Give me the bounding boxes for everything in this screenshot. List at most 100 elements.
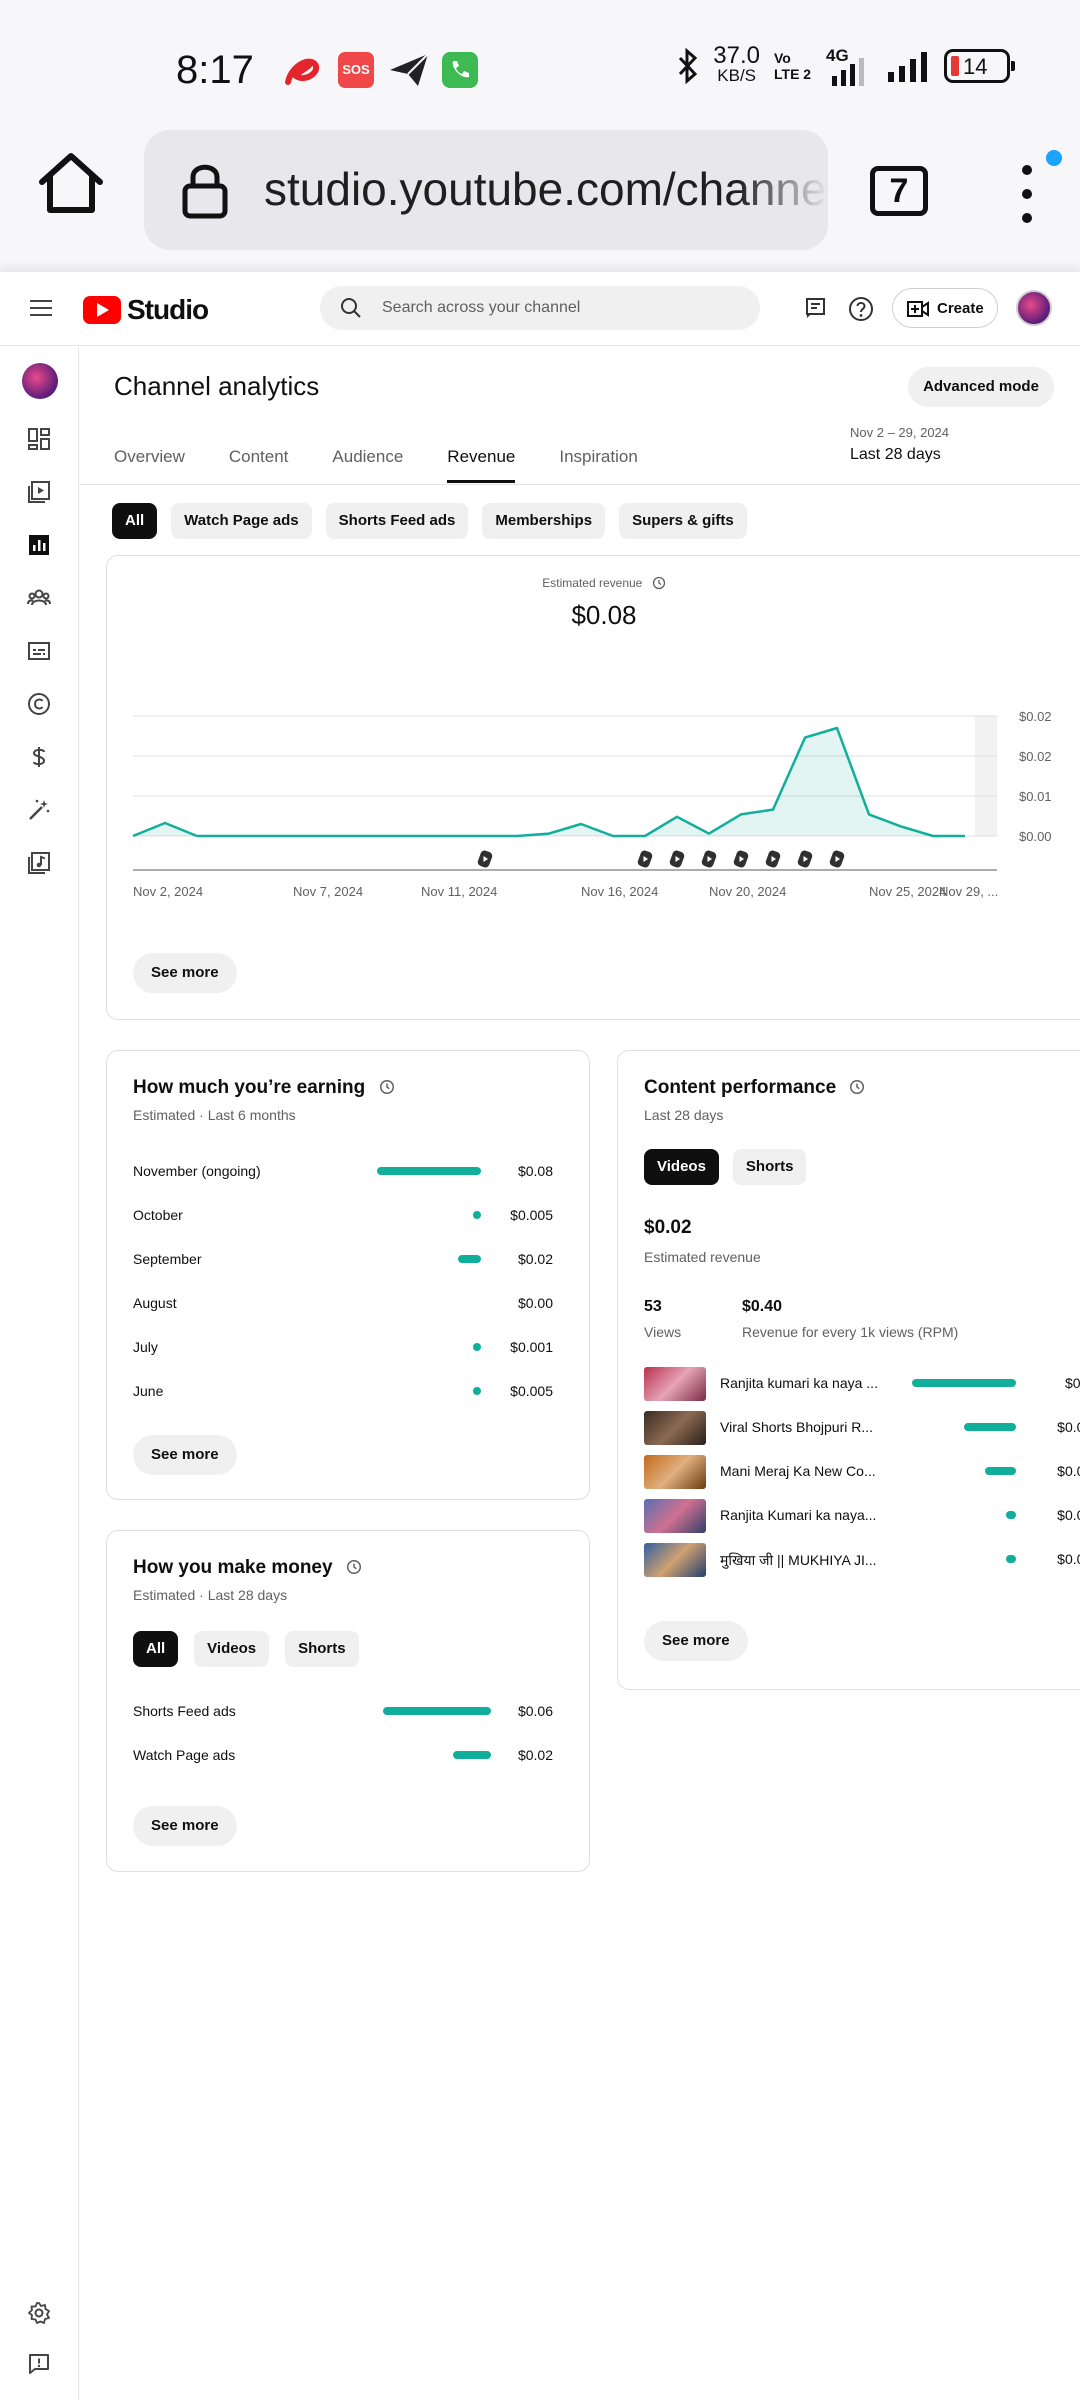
video-thumbnail[interactable]: [644, 1411, 706, 1445]
video-thumbnail[interactable]: [644, 1543, 706, 1577]
settings-icon[interactable]: [27, 2301, 51, 2325]
earning-card: How much you’re earning Estimated · Last…: [106, 1050, 590, 1500]
chip-memberships[interactable]: Memberships: [482, 503, 606, 539]
date-range-text: Nov 2 – 29, 2024: [850, 425, 950, 440]
earning-title: How much you’re earning: [133, 1077, 395, 1099]
chip-shorts-feed-ads[interactable]: Shorts Feed ads: [325, 503, 469, 539]
video-revenue-value: $0.001: [1057, 1507, 1080, 1523]
video-revenue-value: $0.001: [1057, 1551, 1080, 1567]
send-feedback-icon[interactable]: [27, 2352, 51, 2376]
revenue-label: Estimated revenue: [107, 576, 1080, 590]
tab-overview[interactable]: Overview: [114, 447, 185, 466]
shorts-marker-icon[interactable]: [797, 849, 814, 868]
chip-watch-page-ads[interactable]: Watch Page ads: [171, 503, 312, 539]
audio-library-icon[interactable]: [27, 851, 51, 875]
copyright-icon[interactable]: [27, 692, 51, 716]
help-icon[interactable]: [848, 296, 874, 322]
video-title[interactable]: मुखिया जी || MUKHIYA JI...: [720, 1552, 877, 1568]
subtitles-icon[interactable]: [27, 639, 51, 663]
shorts-marker-icon[interactable]: [477, 849, 494, 868]
money-title: How you make money: [133, 1557, 362, 1579]
earning-see-more-button[interactable]: See more: [133, 1435, 237, 1475]
earning-row-value: $0.001: [510, 1339, 553, 1355]
home-icon[interactable]: [36, 148, 106, 218]
video-title[interactable]: Ranjita kumari ka naya ...: [720, 1375, 878, 1391]
browser-toolbar: studio.youtube.com/channe 7: [0, 130, 1080, 272]
earning-row-month: August: [133, 1295, 177, 1311]
chip-all[interactable]: All: [112, 503, 158, 539]
tab-audience[interactable]: Audience: [332, 447, 404, 466]
earning-row-bar: [473, 1387, 481, 1395]
money-row-label: Shorts Feed ads: [133, 1703, 236, 1719]
create-button[interactable]: Create: [892, 288, 998, 328]
chip-money-videos[interactable]: Videos: [194, 1631, 270, 1667]
account-avatar[interactable]: [1016, 290, 1052, 326]
analytics-icon[interactable]: [27, 533, 51, 557]
shorts-marker-icon[interactable]: [669, 849, 686, 868]
tab-content[interactable]: Content: [228, 447, 289, 466]
shorts-marker-icon[interactable]: [733, 849, 750, 868]
signal-icon: [888, 52, 927, 82]
shorts-marker-icon[interactable]: [637, 849, 654, 868]
status-time: 8:17: [176, 48, 254, 92]
video-title[interactable]: Viral Shorts Bhojpuri R...: [720, 1419, 874, 1435]
money-row-value: $0.02: [517, 1747, 553, 1763]
hamburger-menu-icon[interactable]: [30, 300, 52, 321]
money-row-bar: [453, 1751, 491, 1759]
content-performance-title: Content performance: [644, 1077, 865, 1099]
date-range-selector[interactable]: Nov 2 – 29, 2024 Last 28 days: [850, 425, 949, 464]
video-title[interactable]: Mani Meraj Ka New Co...: [720, 1463, 876, 1479]
chip-money-all[interactable]: All: [133, 1631, 179, 1667]
video-thumbnail[interactable]: [644, 1455, 706, 1489]
video-revenue-value: $0.005: [1057, 1419, 1080, 1435]
x-tick-label: Nov 2, 2024: [133, 884, 203, 899]
partial-data-region: [975, 716, 997, 836]
revenue-see-more-button[interactable]: See more: [133, 953, 237, 993]
community-icon[interactable]: [27, 586, 51, 610]
money-subtitle: Estimated · Last 28 days: [133, 1587, 288, 1603]
dashboard-icon[interactable]: [27, 427, 51, 451]
page-title: Channel analytics: [114, 371, 320, 401]
analytics-tabs: Overview Content Audience Revenue Inspir…: [114, 447, 682, 483]
content-views-label: Views: [644, 1324, 682, 1340]
tab-inspiration[interactable]: Inspiration: [559, 447, 638, 466]
studio-logo[interactable]: Studio: [83, 294, 209, 326]
browser-menu-icon[interactable]: [1015, 158, 1039, 228]
telegram-icon: [390, 53, 429, 86]
earn-dollar-icon[interactable]: [27, 745, 51, 769]
chip-content-videos[interactable]: Videos: [644, 1149, 719, 1185]
video-thumbnail[interactable]: [644, 1499, 706, 1533]
video-title[interactable]: Ranjita Kumari ka naya...: [720, 1507, 877, 1523]
advanced-mode-button[interactable]: Advanced mode: [908, 367, 1054, 407]
video-thumbnail[interactable]: [644, 1367, 706, 1401]
video-revenue-bar: [912, 1379, 1016, 1387]
earning-row-bar: [458, 1255, 481, 1263]
shorts-marker-icon[interactable]: [701, 849, 718, 868]
history-icon: [379, 1079, 394, 1095]
chip-content-shorts[interactable]: Shorts: [732, 1149, 807, 1185]
youtube-logo-icon: [83, 296, 121, 324]
studio-header: Studio Search across your channel Create: [0, 272, 1080, 346]
content-icon[interactable]: [27, 480, 51, 504]
chip-money-shorts[interactable]: Shorts: [285, 1631, 359, 1667]
chip-supers-gifts[interactable]: Supers & gifts: [619, 503, 747, 539]
revenue-chart-card: Estimated revenue $0.08 $0.00 $0.01 $0.02 $…: [106, 555, 1080, 1020]
lock-icon[interactable]: [180, 160, 230, 220]
content-see-more-button[interactable]: See more: [644, 1621, 748, 1661]
shorts-marker-icon[interactable]: [829, 849, 846, 868]
search-input[interactable]: Search across your channel: [320, 286, 760, 330]
shorts-marker-icon[interactable]: [765, 849, 782, 868]
revenue-line-chart[interactable]: $0.00 $0.01 $0.02 $0.02 Nov 2, 2024 Nov 7, 20…: [107, 696, 1080, 966]
tab-revenue[interactable]: Revenue: [447, 447, 516, 483]
y-tick-label: $0.02: [1019, 749, 1052, 764]
tab-switcher-button[interactable]: 7: [870, 166, 928, 216]
content-views-value: 53: [644, 1298, 662, 1315]
channel-avatar[interactable]: [22, 363, 58, 399]
earning-row-month: September: [133, 1251, 202, 1267]
url-bar[interactable]: studio.youtube.com/channe: [144, 130, 828, 250]
earning-row-bar: [473, 1211, 481, 1219]
customization-wand-icon[interactable]: [27, 798, 51, 822]
url-text[interactable]: studio.youtube.com/channe: [264, 163, 827, 215]
money-see-more-button[interactable]: See more: [133, 1806, 237, 1846]
feedback-icon[interactable]: [804, 296, 828, 320]
